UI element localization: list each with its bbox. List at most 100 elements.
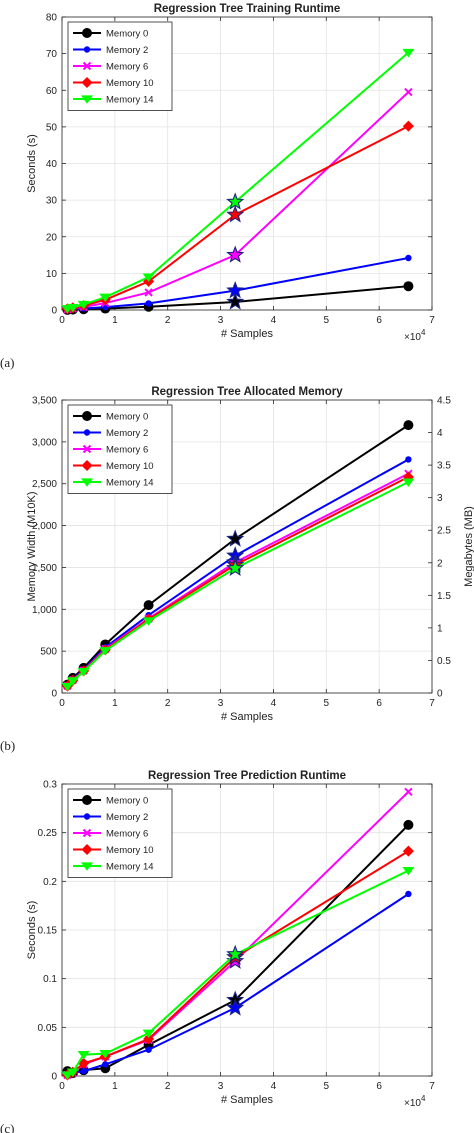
legend-label: Memory 6 xyxy=(106,62,148,73)
x-tick-label: 2 xyxy=(165,315,171,326)
y2-tick-label: 1 xyxy=(437,623,443,634)
legend-marker xyxy=(81,460,93,471)
x-tick-label: 3 xyxy=(218,315,224,326)
y-tick-label: 500 xyxy=(40,647,57,658)
data-point xyxy=(402,120,414,132)
x-tick-label: 7 xyxy=(429,1081,435,1092)
data-point xyxy=(402,845,414,857)
legend-marker xyxy=(82,444,92,454)
data-point-star xyxy=(226,292,245,310)
x-tick-label: 7 xyxy=(429,698,435,709)
legend-label: Memory 6 xyxy=(106,829,148,840)
x-tick-label: 5 xyxy=(324,698,330,709)
legend-label: Memory 2 xyxy=(106,45,148,56)
data-point-star xyxy=(226,192,245,210)
data-point xyxy=(77,1050,90,1060)
legend-marker xyxy=(82,61,92,71)
legend-marker xyxy=(81,95,93,104)
allocated-memory-chart: 0 1 2 3 4 5 6 705001,0001,5002,0002,5003,0003,5… xyxy=(0,386,474,753)
data-point xyxy=(145,300,152,307)
y-tick-label: 40 xyxy=(46,159,58,170)
legend-marker xyxy=(81,77,93,88)
legend-label: Memory 2 xyxy=(106,428,148,439)
legend-label: Memory 2 xyxy=(106,812,148,823)
data-point xyxy=(405,254,412,262)
legend-marker xyxy=(82,411,92,421)
data-point-star xyxy=(226,998,245,1016)
y2-tick-label: 1.5 xyxy=(437,591,451,602)
axes-box xyxy=(61,399,433,694)
series xyxy=(61,478,415,692)
data-point xyxy=(402,478,415,487)
data-point xyxy=(102,1061,109,1068)
legend: Memory 0 Memory 2 Memory 6 Memory 10 Memory … xyxy=(67,21,173,111)
data-point xyxy=(405,890,412,898)
y-tick-label: 10 xyxy=(46,269,58,280)
data-point xyxy=(77,300,90,310)
panel-label: (b) xyxy=(0,738,15,753)
x-exponent: ×104 xyxy=(404,328,426,343)
y-tick-label: 0.2 xyxy=(43,877,57,888)
data-point xyxy=(404,87,413,97)
y-tick-label: 2,000 xyxy=(32,521,57,532)
y-tick-label: 0 xyxy=(51,1072,57,1083)
y-tick-label: 0.1 xyxy=(43,974,57,985)
data-point xyxy=(402,867,415,876)
data-point xyxy=(66,303,79,313)
data-point xyxy=(403,420,414,431)
data-point xyxy=(99,1050,112,1059)
y2-tick-label: 4 xyxy=(437,428,443,439)
y-tick-label: 1,000 xyxy=(32,605,57,616)
legend-label: Memory 10 xyxy=(106,845,154,856)
prediction-runtime-chart: 0 1 2 3 4 5 6 7 0 0.05 0.1 0.15 0.2 0.25 0.3 Regression… xyxy=(0,770,435,1133)
ticks: 0 1 2 3 4 5 6 705001,0001,5002,0002,5003,0003,5… xyxy=(32,396,451,710)
y-tick-label: 60 xyxy=(46,86,58,97)
data-point xyxy=(80,1067,87,1075)
x-exponent-power: 4 xyxy=(421,1094,426,1103)
data-point-star xyxy=(226,245,245,263)
data-point xyxy=(142,273,155,282)
y2-tick-label: 2.5 xyxy=(437,526,451,537)
x-tick-label: 6 xyxy=(376,315,382,326)
data-point-star xyxy=(226,529,245,547)
data-point xyxy=(402,48,415,58)
x-exponent-base: ×10 xyxy=(404,1098,421,1109)
y2-tick-label: 0 xyxy=(437,689,443,700)
legend-marker xyxy=(83,429,91,436)
y-tick-label: 3,500 xyxy=(32,396,57,407)
data-point-star xyxy=(226,205,245,223)
data-point xyxy=(403,819,414,830)
data-point xyxy=(403,281,414,292)
x-tick-label: 7 xyxy=(429,315,435,326)
y-tick-label: 0.25 xyxy=(38,828,58,839)
data-point xyxy=(142,617,155,626)
x-exponent-power: 4 xyxy=(421,328,426,337)
x-tick-label: 1 xyxy=(112,698,118,709)
y-tick-label: 0.3 xyxy=(43,780,57,791)
y-tick-label: 2,500 xyxy=(32,479,57,490)
legend: Memory 0 Memory 2 Memory 6 Memory 10 Memory … xyxy=(67,788,173,878)
y-axis-label: Seconds (s) xyxy=(26,134,38,193)
y-tick-label: 30 xyxy=(46,196,58,207)
data-point xyxy=(143,600,154,611)
legend-label: Memory 0 xyxy=(106,29,148,40)
legend-label: Memory 6 xyxy=(106,445,148,456)
data-point-star xyxy=(226,558,245,576)
x-tick-label: 6 xyxy=(376,1081,382,1092)
data-point xyxy=(405,456,412,463)
x-tick-label: 1 xyxy=(112,315,118,326)
y-axis-label: Seconds (s) xyxy=(26,901,38,960)
panel-label: (a) xyxy=(0,355,14,370)
x-tick-label: 0 xyxy=(59,315,65,326)
legend: Memory 0 Memory 2 Memory 6 Memory 10 Memory … xyxy=(67,404,173,494)
x-tick-label: 4 xyxy=(271,1081,277,1092)
legend-marker xyxy=(83,46,91,53)
y-tick-label: 0 xyxy=(51,689,57,700)
x-tick-label: 3 xyxy=(218,698,224,709)
x-tick-label: 6 xyxy=(376,698,382,709)
legend-label: Memory 14 xyxy=(106,862,154,873)
y-tick-label: 0.05 xyxy=(38,1023,58,1034)
x-tick-label: 4 xyxy=(271,698,277,709)
x-axis-label: # Samples xyxy=(221,328,273,340)
